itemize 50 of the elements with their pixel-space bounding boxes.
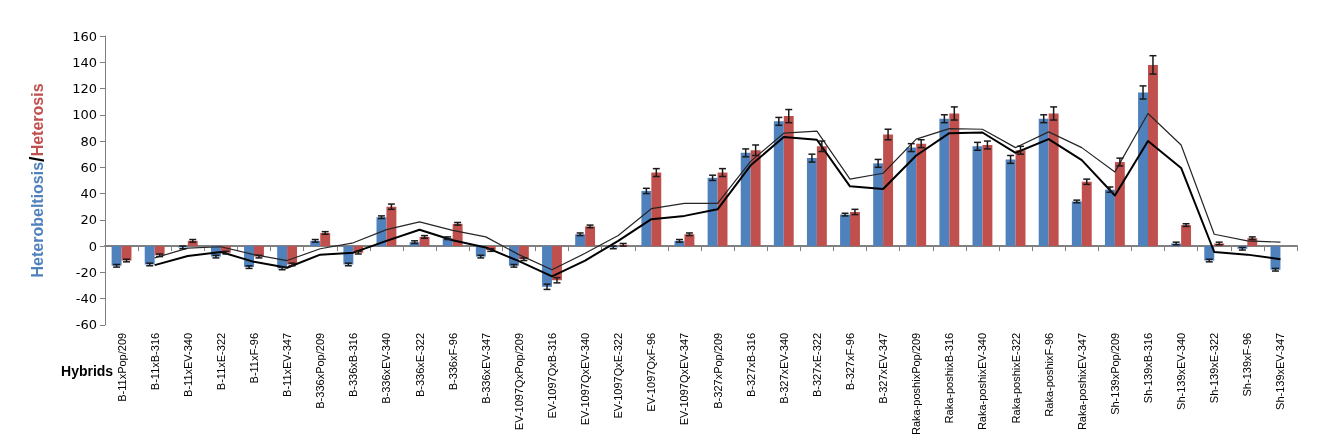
- y-tick-label: -40: [75, 291, 97, 307]
- x-tick-label: B-11xEV-340: [181, 332, 194, 397]
- y-tick-label: 80: [80, 133, 97, 149]
- x-tick-label: Raka-poshixB-316: [943, 332, 956, 424]
- x-tick-label: Raka-poshixE-322: [1009, 332, 1022, 424]
- x-tick-label: B-11xF-96: [248, 332, 260, 384]
- x-tick-label: B-336xEV-340: [380, 332, 393, 404]
- y-tick-label: 0: [88, 238, 97, 254]
- x-tick-label: Sh-139xB-316: [1142, 332, 1154, 404]
- x-tick-label: Sh-139xPop/209: [1108, 332, 1121, 415]
- x-tick-label: B-11xB-316: [148, 332, 161, 391]
- y-tick-label: -20: [75, 264, 97, 280]
- y-tick-label: -60: [75, 317, 97, 333]
- x-tick-label: Sh-139xF-96: [1241, 332, 1254, 397]
- y-axis-title: Heterobeltiosis/Heterosis: [26, 83, 48, 278]
- x-tick-label: B-327xF-96: [844, 332, 856, 391]
- x-tick-label: Raka-poshixEV-347: [1075, 332, 1088, 431]
- x-tick-label: B-336xEV-347: [479, 332, 492, 404]
- x-tick-label: B-327xEV-340: [777, 332, 790, 404]
- x-axis-title: Hybrids: [61, 363, 114, 380]
- x-tick-label: Sh-139xEV-340: [1175, 332, 1188, 410]
- x-tick-label: B-327xB-316: [744, 332, 757, 398]
- x-tick-label: B-11xEV-347: [281, 332, 294, 397]
- x-tick-label: B-327xPop/209: [711, 332, 724, 409]
- x-tick-label: B-336xB-316: [347, 332, 360, 398]
- x-tick-label: EV-1097QxE-322: [612, 332, 625, 419]
- x-tick-label: B-11xPop/209: [115, 332, 128, 402]
- x-tick-label: EV-1097QxEV-347: [678, 332, 691, 426]
- y-tick-label: 100: [72, 107, 97, 123]
- y-tick-label: 120: [72, 81, 97, 97]
- y-tick-label: 40: [80, 186, 97, 202]
- x-tick-label: B-336xE-322: [413, 332, 426, 398]
- x-tick-label: B-11xE-322: [214, 332, 227, 391]
- x-tick-label: EV-1097QxF-96: [645, 332, 658, 412]
- x-tick-label: B-336xF-96: [446, 332, 459, 391]
- x-tick-label: B-336xPop/209: [314, 332, 327, 409]
- x-tick-label: EV-1097QxEV-340: [579, 332, 592, 426]
- x-tick-label: EV-1097QxB-316: [546, 332, 558, 419]
- x-tick-label: Sh-139xE-322: [1208, 332, 1221, 404]
- x-tick-label: B-327xE-322: [810, 332, 823, 398]
- y-tick-label: 20: [80, 212, 97, 228]
- y-tick-label: 160: [72, 28, 97, 44]
- x-tick-label: EV-1097QxPop/209: [512, 332, 525, 431]
- x-tick-label: Raka-poshixPop/209: [910, 332, 923, 435]
- x-tick-label: Sh-139xEV-347: [1274, 332, 1287, 410]
- x-tick-label: Raka-poshixF-96: [1042, 332, 1055, 417]
- y-tick-label: 60: [80, 159, 97, 175]
- y-tick-label: 140: [72, 54, 97, 70]
- x-tick-label: Raka-poshixEV-340: [976, 332, 989, 431]
- x-tick-label: B-327xEV-347: [877, 332, 890, 404]
